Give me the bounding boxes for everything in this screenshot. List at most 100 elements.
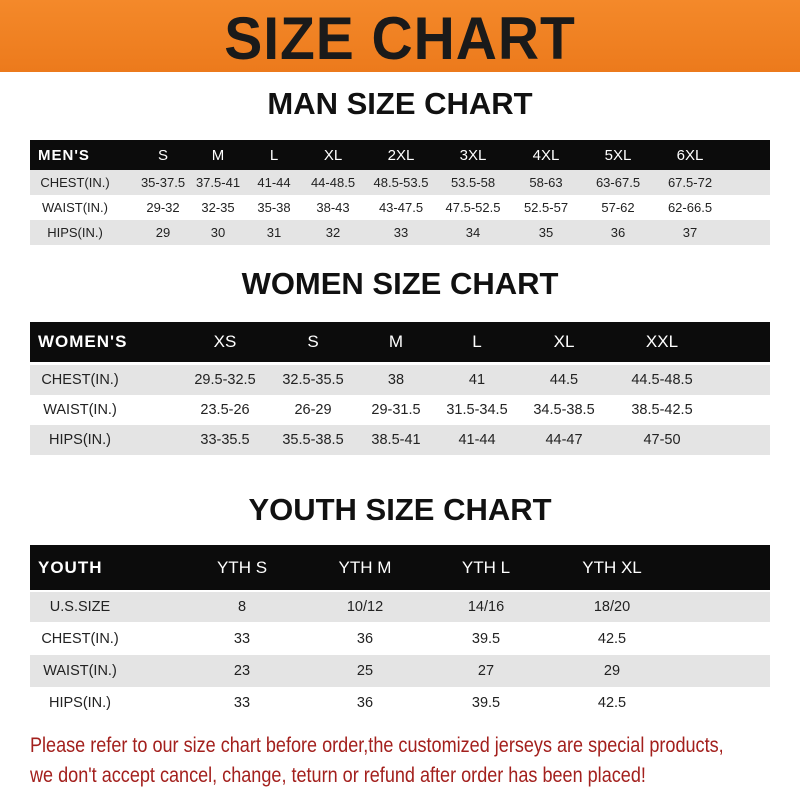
measurement-value: 29 [603, 663, 621, 679]
size-column-header: S [157, 146, 169, 164]
measurement-label: WAIST(IN.) [43, 663, 117, 679]
measurement-label: WAIST(IN.) [43, 402, 117, 418]
measurement-value: 33 [233, 694, 251, 711]
men-section-title: MAN SIZE CHART [267, 86, 533, 121]
measurement-value: 41-44 [458, 432, 496, 448]
notice-line-1: Please refer to our size chart before or… [30, 734, 724, 757]
measurement-label: U.S.SIZE [49, 599, 111, 615]
measurement-value: 29.5-32.5 [194, 372, 256, 388]
measurement-value: 41 [468, 372, 486, 388]
measurement-value: 33-35.5 [200, 432, 250, 448]
measurement-value: 37.5-41 [195, 175, 241, 190]
table-row: WAIST(IN.) 29-32 32-35 35-38 38-43 43-47.5 47.… [30, 195, 770, 220]
measurement-value: 36 [610, 225, 626, 240]
size-column-header: XL [553, 332, 575, 351]
measurement-value: 31.5-34.5 [446, 402, 508, 418]
measurement-value: 34.5-38.5 [533, 402, 595, 418]
table-row: WAIST(IN.) 23 25 27 29 [30, 655, 770, 687]
measurement-value: 48.5-53.5 [373, 175, 429, 190]
size-column-header: 2XL [387, 146, 415, 164]
measurement-value: 44-47 [545, 432, 583, 448]
youth-header-row: YOUTH YTH S YTH M YTH L YTH XL [30, 545, 770, 590]
table-row: CHEST(IN.) 33 36 39.5 42.5 [30, 622, 770, 655]
size-column-header: M [211, 146, 225, 164]
size-column-header: 3XL [459, 146, 487, 164]
measurement-value: 35-38 [257, 200, 291, 215]
measurement-value: 39.5 [471, 694, 501, 711]
table-label: WOMEN'S [38, 332, 128, 351]
measurement-value: 29-31.5 [371, 402, 421, 418]
measurement-value: 57-62 [601, 200, 635, 215]
measurement-value: 58-63 [529, 175, 563, 190]
size-column-header: 6XL [676, 146, 704, 164]
measurement-value: 18/20 [593, 599, 631, 615]
size-column-header: M [388, 332, 404, 351]
measurement-value: 30 [210, 225, 226, 240]
measurement-value: 37 [682, 225, 698, 240]
measurement-value: 36 [356, 694, 374, 711]
title-banner: SIZE CHART [0, 0, 800, 72]
measurement-value: 29 [155, 225, 171, 240]
measurement-value: 53.5-58 [450, 175, 496, 190]
measurement-value: 44.5 [549, 372, 579, 388]
table-row: U.S.SIZE 8 10/12 14/16 18/20 [30, 592, 770, 622]
measurement-value: 39.5 [471, 630, 501, 647]
table-row: WAIST(IN.) 23.5-26 26-29 29-31.5 31.5-34.5 34… [30, 395, 770, 425]
men-header-row: MEN'S S M L XL 2XL 3XL 4XL 5XL 6XL [30, 140, 770, 170]
measurement-label: CHEST(IN.) [41, 630, 119, 647]
table-row: HIPS(IN.) 29 30 31 32 33 34 35 36 37 [30, 220, 770, 245]
measurement-value: 35-37.5 [140, 175, 186, 190]
measurement-value: 8 [237, 599, 247, 615]
measurement-value: 44-48.5 [310, 175, 356, 190]
size-column-header: XL [323, 146, 343, 164]
measurement-value: 32 [325, 225, 341, 240]
measurement-value: 43-47.5 [378, 200, 424, 215]
measurement-value: 29-32 [146, 200, 180, 215]
measurement-value: 47-50 [643, 432, 681, 448]
measurement-value: 35.5-38.5 [282, 432, 344, 448]
measurement-value: 62-66.5 [667, 200, 713, 215]
measurement-value: 42.5 [597, 694, 627, 711]
size-column-header: YTH S [216, 557, 268, 577]
table-row: CHEST(IN.) 29.5-32.5 32.5-35.5 38 41 44.5 44.5… [30, 365, 770, 395]
measurement-value: 33 [393, 225, 409, 240]
size-column-header: 4XL [532, 146, 560, 164]
measurement-value: 42.5 [597, 630, 627, 647]
size-column-header: S [307, 332, 319, 351]
measurement-value: 31 [266, 225, 282, 240]
measurement-value: 32-35 [201, 200, 235, 215]
measurement-value: 63-67.5 [595, 175, 641, 190]
measurement-value: 36 [356, 630, 374, 647]
size-column-header: YTH XL [582, 557, 642, 577]
measurement-label: HIPS(IN.) [47, 225, 103, 240]
measurement-value: 23.5-26 [200, 402, 250, 418]
measurement-label: WAIST(IN.) [42, 200, 108, 215]
measurement-value: 38 [387, 372, 405, 388]
size-column-header: XXL [645, 332, 679, 351]
measurement-value: 10/12 [346, 599, 384, 615]
measurement-value: 38.5-42.5 [631, 402, 693, 418]
size-column-header: YTH L [461, 557, 511, 577]
measurement-value: 25 [356, 663, 374, 679]
measurement-value: 52.5-57 [523, 200, 569, 215]
measurement-value: 34 [465, 225, 481, 240]
measurement-value: 47.5-52.5 [445, 200, 501, 215]
measurement-value: 33 [233, 630, 251, 647]
measurement-value: 35 [538, 225, 554, 240]
measurement-value: 67.5-72 [667, 175, 713, 190]
size-column-header: 5XL [604, 146, 632, 164]
measurement-value: 26-29 [294, 402, 332, 418]
women-header-row: WOMEN'S XS S M L XL XXL [30, 322, 770, 362]
notice-line-2: we don't accept cancel, change, teturn o… [30, 764, 646, 787]
table-row: HIPS(IN.) 33-35.5 35.5-38.5 38.5-41 41-44 44-… [30, 425, 770, 455]
measurement-label: HIPS(IN.) [48, 694, 112, 711]
women-section-title: WOMEN SIZE CHART [241, 266, 559, 301]
youth-section-title: YOUTH SIZE CHART [248, 492, 552, 527]
table-label: MEN'S [38, 146, 90, 164]
measurement-label: CHEST(IN.) [41, 372, 119, 388]
measurement-value: 44.5-48.5 [631, 372, 693, 388]
table-label: YOUTH [38, 557, 103, 577]
table-row: CHEST(IN.) 35-37.5 37.5-41 41-44 44-48.5 48.5… [30, 170, 770, 195]
table-row: HIPS(IN.) 33 36 39.5 42.5 [30, 687, 770, 718]
measurement-value: 14/16 [467, 599, 505, 615]
